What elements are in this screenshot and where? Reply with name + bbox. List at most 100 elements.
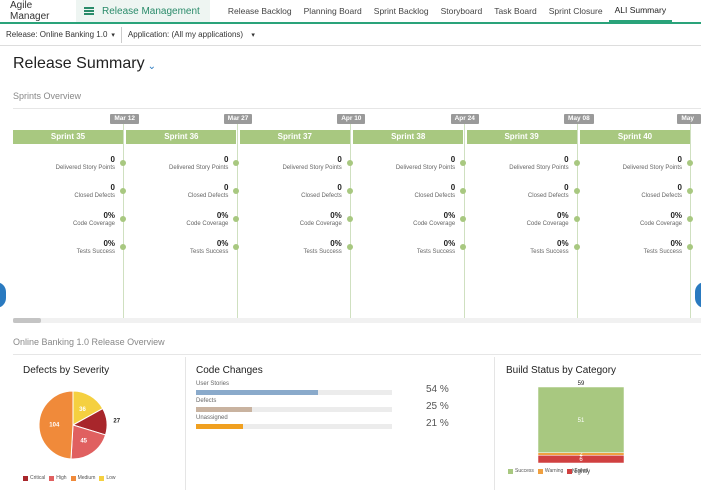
legend-label: Failed [574, 468, 588, 474]
metric-value: 0 [337, 183, 342, 192]
sprint-boundary-line [690, 124, 692, 322]
metric-value: 0 [677, 183, 682, 192]
legend-label: Success [515, 468, 534, 474]
metric-dot[interactable] [573, 216, 580, 222]
application-filter[interactable]: Application: (All my applications) ▾ [120, 26, 261, 43]
metric-label: Tests Success [416, 249, 456, 255]
metric-dot[interactable] [687, 160, 693, 166]
sprint-metric-coverage: 0% Code Coverage [467, 211, 577, 227]
metric-dot[interactable] [687, 244, 693, 250]
sprint-header[interactable]: Sprint 36 [126, 130, 237, 144]
horizontal-scrollbar[interactable] [13, 318, 701, 323]
metric-label: Delivered Story Points [169, 165, 229, 171]
sprint-header[interactable]: Sprint 37 [239, 130, 350, 144]
metric-value: 0 [223, 183, 229, 192]
legend-swatch [508, 468, 513, 474]
metric-dot[interactable] [573, 244, 580, 250]
tab-storyboard[interactable]: Storyboard [440, 6, 483, 16]
page-title[interactable]: Release Summary ⌄ [13, 55, 156, 73]
tab-task-board[interactable]: Task Board [494, 6, 537, 16]
scroll-left-button[interactable] [0, 282, 6, 308]
metric-dot[interactable] [120, 244, 126, 250]
scrollbar-thumb[interactable] [13, 318, 41, 323]
metric-dot[interactable] [233, 188, 240, 194]
metric-dot[interactable] [120, 188, 126, 194]
sprint-header[interactable]: Sprint 38 [353, 130, 464, 144]
build-bar-success[interactable] [537, 386, 625, 453]
chevron-down-icon: ▾ [251, 31, 255, 39]
release-overview-title: Online Banking 1.0 Release Overview [13, 337, 165, 347]
tab-planning-board[interactable]: Planning Board [303, 6, 362, 16]
sprint-header[interactable]: Sprint 35 [13, 130, 123, 144]
release-filter-label: Release: Online Banking 1.0 [6, 30, 108, 39]
percentage-value: 25 % [426, 401, 449, 412]
legend-label: Warning [544, 468, 564, 474]
metric-dot[interactable] [573, 160, 580, 166]
metric-dot[interactable] [460, 160, 467, 166]
metric-label: Closed Defects [301, 193, 342, 199]
sprint-header[interactable]: Sprint 40 [580, 130, 690, 144]
metric-dot[interactable] [233, 216, 240, 222]
metric-value: 0% [216, 239, 229, 248]
metric-dot[interactable] [460, 188, 467, 194]
page-title-text: Release Summary [13, 55, 145, 72]
code-changes-panel: Code Changes [186, 357, 494, 490]
divider [13, 354, 701, 355]
metric-label: Tests Success [303, 249, 342, 255]
sprint-date-label: Apr 10 [337, 114, 366, 124]
app-name: Agile Manager [10, 0, 50, 22]
code-change-row[interactable]: Unassigned 21 % [196, 415, 466, 429]
legend-swatch [567, 468, 573, 474]
build-category-label: Nightly [572, 469, 590, 475]
pie-data-label: 36 [79, 407, 86, 413]
legend-swatch [49, 475, 55, 481]
metric-dot[interactable] [687, 188, 693, 194]
pie-slice-high[interactable] [70, 424, 107, 460]
metric-dot[interactable] [233, 244, 240, 250]
module-selector[interactable]: Release Management [76, 0, 210, 22]
sprint-boundary-line [463, 124, 465, 322]
metric-value: 0% [216, 211, 229, 220]
metric-dot[interactable] [460, 216, 467, 222]
tab-release-backlog[interactable]: Release Backlog [227, 6, 292, 16]
pie-slice-medium[interactable] [38, 390, 74, 460]
metric-dot[interactable] [573, 188, 580, 194]
build-legend: Success Warning Failed [504, 468, 588, 474]
sprint-metric-story-points: 0 Delivered Story Points [126, 155, 236, 171]
sprint-metric-tests: 0% Tests Success [353, 239, 463, 255]
scroll-right-button[interactable] [695, 282, 701, 308]
metric-dot[interactable] [687, 216, 693, 222]
tab-sprint-closure[interactable]: Sprint Closure [548, 6, 603, 16]
sprint-metric-tests: 0% Tests Success [467, 239, 577, 255]
metric-value: 0% [557, 239, 569, 248]
metric-label: Code Coverage [526, 221, 569, 227]
tab-sprint-backlog[interactable]: Sprint Backlog [373, 6, 429, 16]
tab-ali-summary[interactable]: ALI Summary [608, 0, 673, 22]
sprints-overview-title: Sprints Overview [13, 91, 82, 101]
metric-label: Delivered Story Points [622, 165, 682, 171]
filter-bar: Release: Online Banking 1.0 ▾ Applicatio… [0, 24, 701, 46]
metric-dot[interactable] [346, 244, 353, 250]
metric-value: 0 [450, 155, 456, 164]
sprint-metric-defects: 0 Closed Defects [353, 183, 463, 199]
chevron-down-icon: ⌄ [147, 60, 156, 72]
metric-dot[interactable] [346, 188, 353, 194]
sprint-metric-coverage: 0% Code Coverage [126, 211, 236, 227]
metric-dot[interactable] [120, 160, 126, 166]
sprint-metric-coverage: 0% Code Coverage [353, 211, 463, 227]
metric-value: 0% [330, 211, 342, 220]
metric-dot[interactable] [346, 216, 353, 222]
metric-dot[interactable] [346, 160, 353, 166]
metric-label: Tests Success [190, 249, 229, 255]
build-bar-data-label: 51 [578, 418, 585, 424]
metric-label: Delivered Story Points [509, 165, 569, 171]
sprint-header[interactable]: Sprint 39 [466, 130, 577, 144]
code-change-row[interactable]: User Stories 54 % [196, 381, 466, 395]
progress-fill [196, 424, 244, 429]
sprint-metric-coverage: 0% Code Coverage [13, 211, 123, 227]
metric-dot[interactable] [460, 244, 467, 250]
code-change-row[interactable]: Defects 25 % [196, 398, 466, 412]
metric-dot[interactable] [120, 216, 126, 222]
release-filter[interactable]: Release: Online Banking 1.0 ▾ [0, 27, 121, 43]
metric-dot[interactable] [233, 160, 240, 166]
